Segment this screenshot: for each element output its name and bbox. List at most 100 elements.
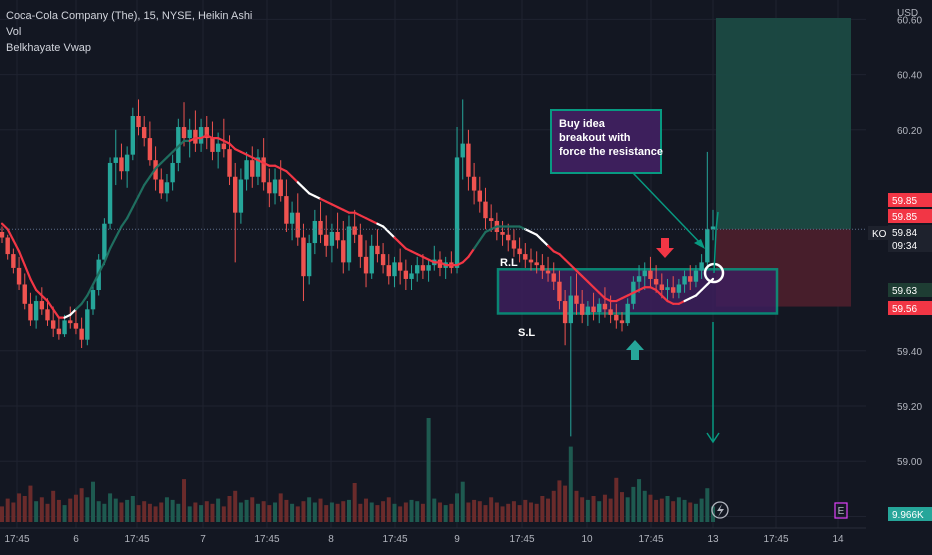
price-tag-label: 59.84 [892,228,917,239]
x-tick-label: 17:45 [638,534,663,545]
candle-body [693,270,699,282]
volume-bar [273,502,278,522]
currency-label: USD [897,8,918,19]
vwap-segment [86,283,95,297]
candle-body [471,176,477,191]
candle-body [483,201,488,219]
vwap-segment [160,156,169,165]
resistance-label: R.L [500,257,518,269]
volume-bar [312,502,317,522]
candle-body [301,237,306,277]
buy-idea-arrowhead [694,239,705,249]
volume-bar [136,505,141,522]
candle-body [653,278,659,285]
candle-body [699,262,704,271]
volume-bar [557,480,562,522]
candle-body [352,226,357,235]
candle-body [28,303,33,321]
candle-body [289,212,295,224]
candle-body [386,265,391,277]
candle-body [147,138,153,161]
volume-bar [693,503,698,522]
volume-bar [125,499,130,522]
volume-bar [193,502,198,522]
price-tag-label: 59.85 [892,196,917,207]
candle-body [670,287,676,293]
vwap-segment [399,241,407,250]
volume-bar [159,502,164,522]
candle-body [79,328,84,340]
candle-body [85,309,90,340]
candle-body [500,232,505,235]
vwap-segment [478,230,487,242]
x-tick-label: 17:45 [254,534,279,545]
volume-bar [637,479,642,522]
volume-bar [534,503,539,522]
candle-body [11,254,16,268]
price-tag-label: KO [872,229,887,240]
candle-body [181,127,187,139]
candle-body [324,234,329,246]
vwap-indicator-label[interactable]: Belkhayate Vwap [6,42,91,54]
volume-bar [437,502,442,522]
candle-body [107,162,113,224]
vwap-segment [575,269,584,278]
candle-body [187,129,192,139]
candle-body [517,248,522,255]
candle-body [540,265,545,271]
volume-bar [301,501,306,522]
vwap-segment [80,294,89,305]
candle-body [591,306,596,313]
vwap-segment [120,217,129,228]
x-tick-label: 14 [832,534,844,545]
volume-bar [39,497,44,522]
candles [0,99,716,437]
volume-bar [324,505,329,522]
candle-body [551,273,556,282]
vwap-segment [586,280,595,289]
volume-bar [540,496,545,522]
volume-bar [170,499,175,522]
volume-bar [56,499,61,522]
sell-signal-arrow [656,238,674,258]
volume-indicator-label[interactable]: Vol [6,26,22,38]
vwap-segment [108,236,117,250]
candle-body [545,270,551,274]
candle-body [16,267,22,285]
price-tag-bg [888,238,932,252]
candle-body [39,301,45,310]
vwap-segment [660,294,669,303]
candle-body [477,190,482,202]
volume-bar [546,498,551,522]
volume-bar [466,502,471,522]
vwap-segment [114,225,123,239]
vwap-segment [91,272,100,286]
candle-body [676,284,682,293]
volume-bar [28,485,33,522]
price-tag: 9.966K [888,507,932,521]
candle-body [5,237,10,255]
volume-bar [0,506,4,522]
volume-bar [591,496,596,522]
vwap-segment [6,228,15,242]
price-tag-bg [888,209,932,223]
vwap-segment [694,288,703,297]
candle-body [170,162,175,183]
volume-bar [415,501,420,522]
volume-bar [432,498,437,522]
candle-body [261,157,266,183]
x-tick-label: 10 [581,534,593,545]
volume-bar [403,502,408,522]
vwap-segment [12,239,21,253]
price-tag-bg [888,507,932,521]
price-tag: 09:34 [888,238,932,252]
candle-body [33,301,39,321]
volume-bar [119,502,124,522]
volume-bar [73,494,78,522]
vwap-segment [473,239,481,250]
candle-body [568,295,573,324]
vwap-segment [569,264,578,272]
vwap-segment [137,183,146,198]
volume-bar [284,499,289,522]
